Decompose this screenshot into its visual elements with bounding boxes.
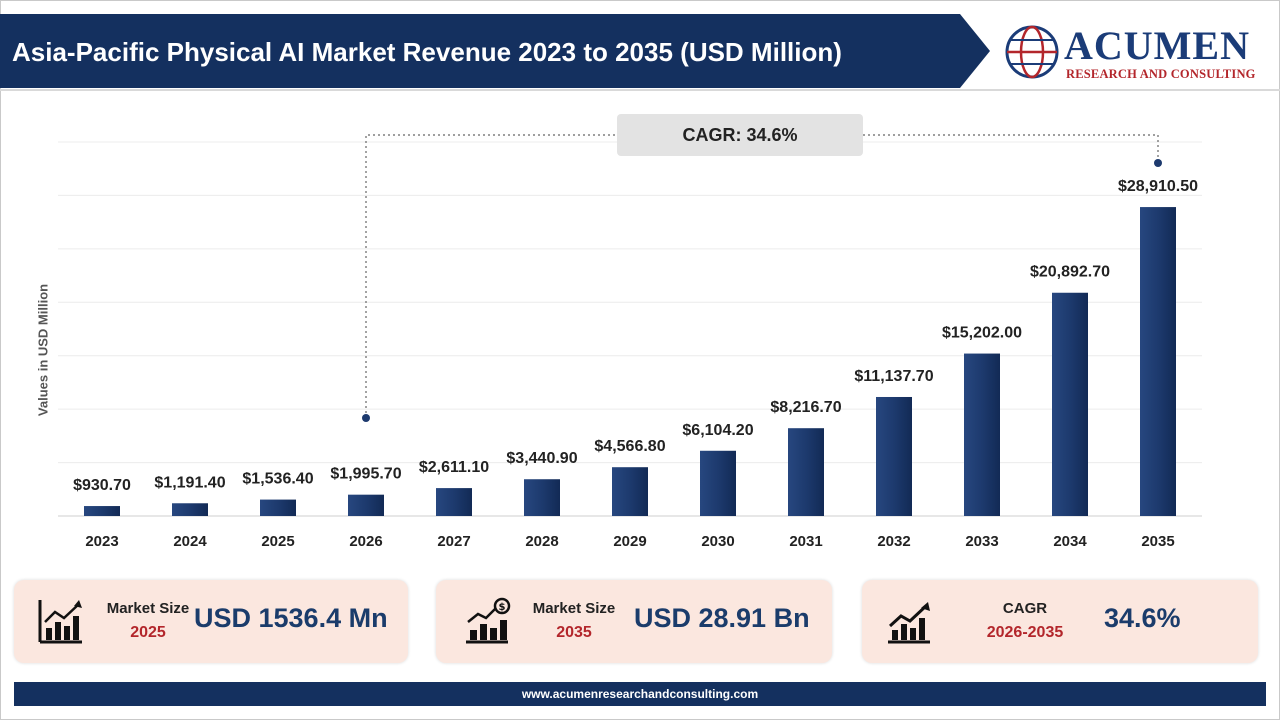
x-tick-label-2032: 2032 xyxy=(877,533,910,550)
cagr-annotation: CAGR: 34.6% xyxy=(617,114,863,156)
x-tick-label-2033: 2033 xyxy=(965,533,998,550)
bar-2033 xyxy=(964,353,1000,516)
bar-2023 xyxy=(84,506,120,516)
stat-value: USD 28.91 Bn xyxy=(634,603,810,633)
stat-value: USD 1536.4 Mn xyxy=(194,603,388,633)
globe-logo-icon xyxy=(1005,25,1059,79)
bar-2031 xyxy=(788,428,824,516)
bar-chart: $930.70 2023 $1,191.40 2024 $1,536.40 2025 $1,… xyxy=(58,134,1202,550)
bar-2028 xyxy=(524,479,560,516)
bar-2024 xyxy=(172,503,208,516)
stat-card-cagr: CAGR 2026-2035 34.6% xyxy=(862,580,1258,663)
data-label-2027: $2,611.10 xyxy=(419,459,489,476)
bar-2029 xyxy=(612,467,648,516)
x-tick-label-2027: 2027 xyxy=(437,533,470,550)
x-tick-label-2030: 2030 xyxy=(701,533,734,550)
data-label-2031: $8,216.70 xyxy=(770,399,841,416)
stat-value: 34.6% xyxy=(1104,603,1181,633)
logo-subtitle: RESEARCH AND CONSULTING xyxy=(1066,67,1256,81)
chart-title: Asia-Pacific Physical AI Market Revenue … xyxy=(12,37,842,67)
stat-year: 2026-2035 xyxy=(986,624,1064,641)
x-tick-label-2024: 2024 xyxy=(173,533,207,550)
x-tick-label-2023: 2023 xyxy=(85,533,118,550)
bar-2032 xyxy=(876,396,912,516)
data-label-2030: $6,104.20 xyxy=(682,422,753,439)
header-divider xyxy=(0,89,1280,91)
data-label-2026: $1,995.70 xyxy=(330,466,401,483)
bar-2030 xyxy=(700,450,736,516)
data-label-2035: $28,910.50 xyxy=(1118,178,1198,195)
bar-2025 xyxy=(260,499,296,516)
stat-card-market-size-2025: Market Size 2025 USD 1536.4 Mn xyxy=(14,580,408,663)
data-label-2033: $15,202.00 xyxy=(942,325,1022,342)
money-growth-chart-icon: $ xyxy=(466,597,511,644)
data-label-2025: $1,536.40 xyxy=(242,471,313,488)
data-label-2029: $4,566.80 xyxy=(594,438,665,455)
x-tick-label-2029: 2029 xyxy=(613,533,646,550)
cagr-end-dot xyxy=(1154,159,1162,167)
x-tick-label-2025: 2025 xyxy=(261,533,294,550)
bar-2026 xyxy=(348,494,384,516)
stat-year: 2035 xyxy=(556,624,592,641)
bar-chart-growth-icon xyxy=(38,600,82,644)
data-label-2032: $11,137.70 xyxy=(854,368,933,385)
cagr-start-dot xyxy=(362,414,370,422)
data-label-2034: $20,892.70 xyxy=(1030,264,1110,281)
data-label-2023: $930.70 xyxy=(73,477,131,494)
cagr-bracket-line xyxy=(365,134,1159,418)
x-tick-label-2028: 2028 xyxy=(525,533,558,550)
trend-up-chart-icon xyxy=(888,602,930,644)
data-label-2024: $1,191.40 xyxy=(154,474,225,491)
bar-2035 xyxy=(1140,207,1176,516)
x-tick-label-2034: 2034 xyxy=(1053,533,1087,550)
stat-year: 2025 xyxy=(130,624,166,641)
stat-card-market-size-2035: $ Market Size 2035 USD 28.91 Bn xyxy=(436,580,832,663)
x-tick-label-2031: 2031 xyxy=(789,533,822,550)
stat-label: Market Size xyxy=(532,600,616,617)
y-axis-label: Values in USD Million xyxy=(35,283,51,417)
title-banner xyxy=(0,14,990,88)
logo-wordmark: ACUMEN xyxy=(1064,23,1250,68)
bar-2027 xyxy=(436,488,472,516)
x-tick-label-2035: 2035 xyxy=(1141,533,1174,550)
stat-label: CAGR xyxy=(1002,600,1048,617)
svg-text:$: $ xyxy=(499,602,506,613)
x-tick-label-2026: 2026 xyxy=(349,533,382,550)
footer-url: www.acumenresearchandconsulting.com xyxy=(14,682,1266,706)
stat-label: Market Size xyxy=(106,600,190,617)
acumen-logo: ACUMEN RESEARCH AND CONSULTING xyxy=(1004,18,1264,88)
bar-2034 xyxy=(1052,292,1088,516)
data-label-2028: $3,440.90 xyxy=(506,450,577,467)
